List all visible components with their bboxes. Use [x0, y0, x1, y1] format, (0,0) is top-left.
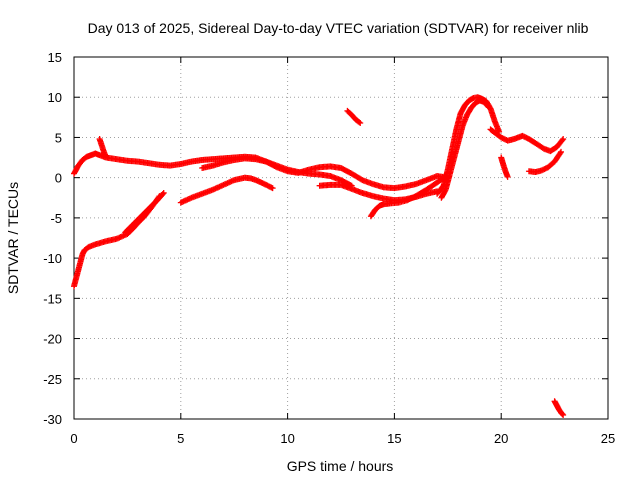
- x-tick-label: 5: [177, 431, 184, 446]
- data-point: [560, 411, 567, 418]
- data-point: [559, 137, 566, 144]
- x-tick-label: 10: [280, 431, 294, 446]
- series-track-rise-left: [71, 193, 163, 290]
- data-point: [356, 119, 363, 126]
- x-tick-label: 20: [494, 431, 508, 446]
- x-tick-label: 25: [601, 431, 615, 446]
- y-tick-labels: 15 10 5 0 -5 -10 -15 -20 -25 -30: [43, 50, 62, 427]
- series-track-outlier: [551, 398, 567, 418]
- y-tick-label: -5: [50, 211, 62, 226]
- axis-ticks: [73, 56, 609, 420]
- y-tick-label: -30: [43, 412, 62, 427]
- data-point: [557, 150, 564, 157]
- data-point: [159, 190, 166, 197]
- x-tick-label: 0: [70, 431, 77, 446]
- chart-title: Day 013 of 2025, Sidereal Day-to-day VTE…: [88, 20, 589, 36]
- y-axis-title: SDTVAR / TECUs: [5, 182, 21, 294]
- data-point: [484, 102, 491, 109]
- series-track-20-23: [487, 126, 567, 155]
- data-point: [559, 411, 566, 418]
- y-tick-label: -15: [43, 291, 62, 306]
- series-track-mid-lower: [177, 174, 276, 206]
- plot-frame: [73, 56, 609, 420]
- series-track-drop-20: [498, 154, 511, 180]
- series-track-mid-lower-b: [199, 155, 355, 189]
- series-track-rise-left-b: [122, 189, 167, 236]
- y-tick-label: 10: [48, 90, 62, 105]
- data-point: [504, 173, 511, 180]
- x-tick-label: 15: [387, 431, 401, 446]
- x-axis-title: GPS time / hours: [287, 458, 394, 474]
- data-point: [160, 189, 167, 196]
- data-point: [357, 119, 364, 126]
- y-tick-label: -20: [43, 332, 62, 347]
- y-tick-label: -25: [43, 372, 62, 387]
- data-point: [558, 148, 565, 155]
- x-tick-labels: 0 5 10 15 20 25: [70, 431, 615, 446]
- data-series: [71, 94, 567, 418]
- y-tick-label: 5: [55, 130, 62, 145]
- data-point: [269, 185, 276, 192]
- y-tick-label: 0: [55, 171, 62, 186]
- data-point: [103, 153, 110, 160]
- series-track-big-rise-b: [438, 97, 492, 201]
- grid-lines: [74, 57, 608, 419]
- data-point: [485, 103, 492, 110]
- series-track-spike-1: [96, 136, 110, 160]
- series-track-short-13: [344, 107, 364, 126]
- y-tick-label: 15: [48, 50, 62, 65]
- data-point: [560, 136, 567, 143]
- series-track-end-low: [525, 148, 565, 176]
- y-tick-label: -10: [43, 251, 62, 266]
